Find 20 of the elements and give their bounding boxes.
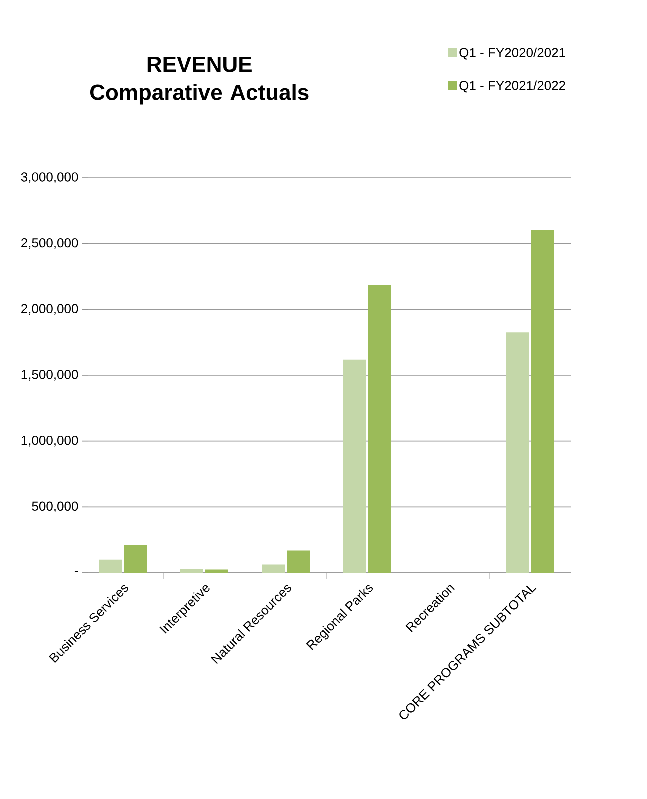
bar bbox=[287, 550, 310, 573]
y-tick-label: 1,500,000 bbox=[22, 370, 78, 381]
bar bbox=[99, 560, 122, 573]
y-tick-label: 2,500,000 bbox=[22, 238, 78, 250]
y-tick-label: 1,000,000 bbox=[22, 436, 78, 447]
y-tick-label: - bbox=[74, 571, 78, 572]
legend-label: Q1 - FY2020/2021 bbox=[460, 48, 566, 60]
bar bbox=[206, 570, 229, 573]
bar bbox=[368, 285, 392, 573]
y-tick-label: 500,000 bbox=[32, 502, 78, 513]
bar bbox=[262, 564, 286, 573]
bar bbox=[506, 332, 530, 573]
chart-title: REVENUE Comparative Actuals bbox=[90, 57, 309, 105]
y-tick-label: 2,000,000 bbox=[22, 304, 78, 316]
bar bbox=[344, 360, 367, 573]
y-tick-label: 3,000,000 bbox=[21, 172, 78, 184]
bar bbox=[124, 544, 148, 573]
legend-label: Q1 - FY2021/2022 bbox=[460, 80, 566, 93]
bar bbox=[180, 569, 204, 573]
bar bbox=[532, 230, 555, 573]
